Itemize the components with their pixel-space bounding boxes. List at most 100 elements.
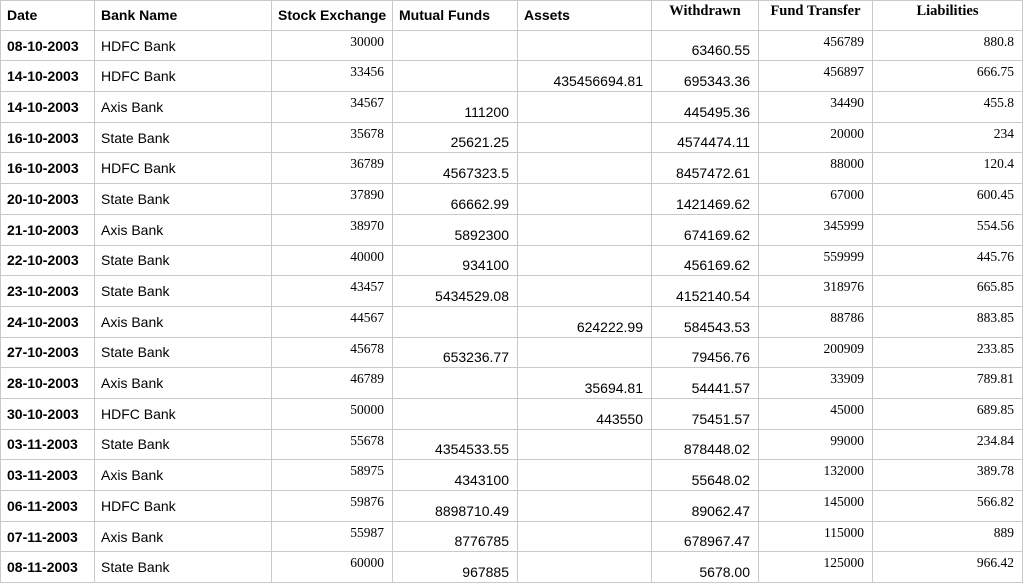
cell-date[interactable]: 14-10-2003 bbox=[0, 91, 95, 123]
header-bank-name[interactable]: Bank Name bbox=[94, 0, 272, 31]
cell-assets[interactable] bbox=[517, 459, 652, 491]
cell-withdrawn[interactable]: 63460.55 bbox=[651, 29, 759, 62]
cell-withdrawn[interactable]: 89062.47 bbox=[651, 490, 759, 522]
cell-fund-transfer[interactable]: 145000 bbox=[758, 490, 873, 522]
cell-withdrawn[interactable]: 5678.00 bbox=[651, 551, 759, 583]
cell-stock-exchange[interactable]: 35678 bbox=[271, 121, 393, 154]
cell-withdrawn[interactable]: 75451.57 bbox=[651, 397, 759, 430]
cell-date[interactable]: 16-10-2003 bbox=[0, 121, 95, 154]
cell-liabilities[interactable]: 600.45 bbox=[872, 183, 1023, 215]
cell-mutual-funds[interactable]: 653236.77 bbox=[392, 336, 518, 369]
cell-fund-transfer[interactable]: 88000 bbox=[758, 152, 873, 185]
cell-date[interactable]: 22-10-2003 bbox=[0, 244, 95, 277]
cell-stock-exchange[interactable]: 55678 bbox=[271, 428, 393, 461]
cell-stock-exchange[interactable]: 40000 bbox=[271, 244, 393, 277]
cell-bank-name[interactable]: HDFC Bank bbox=[94, 29, 272, 62]
cell-mutual-funds[interactable] bbox=[392, 60, 518, 93]
cell-stock-exchange[interactable]: 34567 bbox=[271, 91, 393, 123]
cell-fund-transfer[interactable]: 33909 bbox=[758, 367, 873, 399]
cell-date[interactable]: 27-10-2003 bbox=[0, 336, 95, 369]
header-stock-exchange[interactable]: Stock Exchange bbox=[271, 0, 393, 31]
cell-assets[interactable] bbox=[517, 213, 652, 246]
cell-bank-name[interactable]: Axis Bank bbox=[94, 305, 272, 338]
cell-stock-exchange[interactable]: 45678 bbox=[271, 336, 393, 369]
cell-mutual-funds[interactable]: 111200 bbox=[392, 91, 518, 123]
cell-bank-name[interactable]: State Bank bbox=[94, 244, 272, 277]
cell-date[interactable]: 24-10-2003 bbox=[0, 305, 95, 338]
cell-date[interactable]: 08-10-2003 bbox=[0, 29, 95, 62]
cell-date[interactable]: 23-10-2003 bbox=[0, 275, 95, 307]
cell-withdrawn[interactable]: 4152140.54 bbox=[651, 275, 759, 307]
cell-withdrawn[interactable]: 445495.36 bbox=[651, 91, 759, 123]
header-date[interactable]: Date bbox=[0, 0, 95, 31]
header-withdrawn[interactable]: Withdrawn bbox=[651, 0, 759, 31]
cell-date[interactable]: 14-10-2003 bbox=[0, 60, 95, 93]
header-assets[interactable]: Assets bbox=[517, 0, 652, 31]
cell-assets[interactable]: 35694.81 bbox=[517, 367, 652, 399]
cell-bank-name[interactable]: State Bank bbox=[94, 121, 272, 154]
cell-assets[interactable] bbox=[517, 490, 652, 522]
cell-fund-transfer[interactable]: 20000 bbox=[758, 121, 873, 154]
cell-fund-transfer[interactable]: 99000 bbox=[758, 428, 873, 461]
cell-withdrawn[interactable]: 55648.02 bbox=[651, 459, 759, 491]
cell-liabilities[interactable]: 689.85 bbox=[872, 397, 1023, 430]
cell-mutual-funds[interactable]: 967885 bbox=[392, 551, 518, 583]
cell-assets[interactable]: 624222.99 bbox=[517, 305, 652, 338]
cell-mutual-funds[interactable]: 5434529.08 bbox=[392, 275, 518, 307]
cell-liabilities[interactable]: 120.4 bbox=[872, 152, 1023, 185]
cell-liabilities[interactable]: 789.81 bbox=[872, 367, 1023, 399]
cell-assets[interactable] bbox=[517, 121, 652, 154]
cell-liabilities[interactable]: 665.85 bbox=[872, 275, 1023, 307]
cell-withdrawn[interactable]: 8457472.61 bbox=[651, 152, 759, 185]
cell-stock-exchange[interactable]: 43457 bbox=[271, 275, 393, 307]
cell-withdrawn[interactable]: 456169.62 bbox=[651, 244, 759, 277]
cell-assets[interactable] bbox=[517, 551, 652, 583]
cell-fund-transfer[interactable]: 45000 bbox=[758, 397, 873, 430]
cell-liabilities[interactable]: 966.42 bbox=[872, 551, 1023, 583]
cell-fund-transfer[interactable]: 67000 bbox=[758, 183, 873, 215]
cell-liabilities[interactable]: 880.8 bbox=[872, 29, 1023, 62]
cell-stock-exchange[interactable]: 33456 bbox=[271, 60, 393, 93]
cell-stock-exchange[interactable]: 36789 bbox=[271, 152, 393, 185]
cell-assets[interactable] bbox=[517, 91, 652, 123]
cell-stock-exchange[interactable]: 44567 bbox=[271, 305, 393, 338]
cell-stock-exchange[interactable]: 30000 bbox=[271, 29, 393, 62]
cell-withdrawn[interactable]: 695343.36 bbox=[651, 60, 759, 93]
cell-date[interactable]: 20-10-2003 bbox=[0, 183, 95, 215]
cell-stock-exchange[interactable]: 50000 bbox=[271, 397, 393, 430]
cell-date[interactable]: 16-10-2003 bbox=[0, 152, 95, 185]
cell-fund-transfer[interactable]: 456897 bbox=[758, 60, 873, 93]
cell-mutual-funds[interactable]: 4354533.55 bbox=[392, 428, 518, 461]
cell-assets[interactable]: 443550 bbox=[517, 397, 652, 430]
cell-assets[interactable] bbox=[517, 152, 652, 185]
cell-withdrawn[interactable]: 54441.57 bbox=[651, 367, 759, 399]
cell-fund-transfer[interactable]: 34490 bbox=[758, 91, 873, 123]
cell-bank-name[interactable]: State Bank bbox=[94, 275, 272, 307]
cell-mutual-funds[interactable] bbox=[392, 29, 518, 62]
header-liabilities[interactable]: Liabilities bbox=[872, 0, 1023, 31]
cell-mutual-funds[interactable] bbox=[392, 397, 518, 430]
cell-assets[interactable] bbox=[517, 275, 652, 307]
cell-date[interactable]: 30-10-2003 bbox=[0, 397, 95, 430]
cell-date[interactable]: 03-11-2003 bbox=[0, 428, 95, 461]
cell-date[interactable]: 21-10-2003 bbox=[0, 213, 95, 246]
cell-bank-name[interactable]: HDFC Bank bbox=[94, 60, 272, 93]
cell-withdrawn[interactable]: 4574474.11 bbox=[651, 121, 759, 154]
cell-withdrawn[interactable]: 878448.02 bbox=[651, 428, 759, 461]
cell-mutual-funds[interactable]: 4567323.5 bbox=[392, 152, 518, 185]
cell-bank-name[interactable]: Axis Bank bbox=[94, 91, 272, 123]
cell-liabilities[interactable]: 234.84 bbox=[872, 428, 1023, 461]
cell-stock-exchange[interactable]: 38970 bbox=[271, 213, 393, 246]
cell-liabilities[interactable]: 883.85 bbox=[872, 305, 1023, 338]
header-mutual-funds[interactable]: Mutual Funds bbox=[392, 0, 518, 31]
cell-withdrawn[interactable]: 674169.62 bbox=[651, 213, 759, 246]
cell-fund-transfer[interactable]: 132000 bbox=[758, 459, 873, 491]
cell-withdrawn[interactable]: 79456.76 bbox=[651, 336, 759, 369]
cell-date[interactable]: 03-11-2003 bbox=[0, 459, 95, 491]
cell-liabilities[interactable]: 389.78 bbox=[872, 459, 1023, 491]
cell-liabilities[interactable]: 455.8 bbox=[872, 91, 1023, 123]
cell-fund-transfer[interactable]: 456789 bbox=[758, 29, 873, 62]
cell-assets[interactable] bbox=[517, 428, 652, 461]
cell-stock-exchange[interactable]: 46789 bbox=[271, 367, 393, 399]
header-fund-transfer[interactable]: Fund Transfer bbox=[758, 0, 873, 31]
